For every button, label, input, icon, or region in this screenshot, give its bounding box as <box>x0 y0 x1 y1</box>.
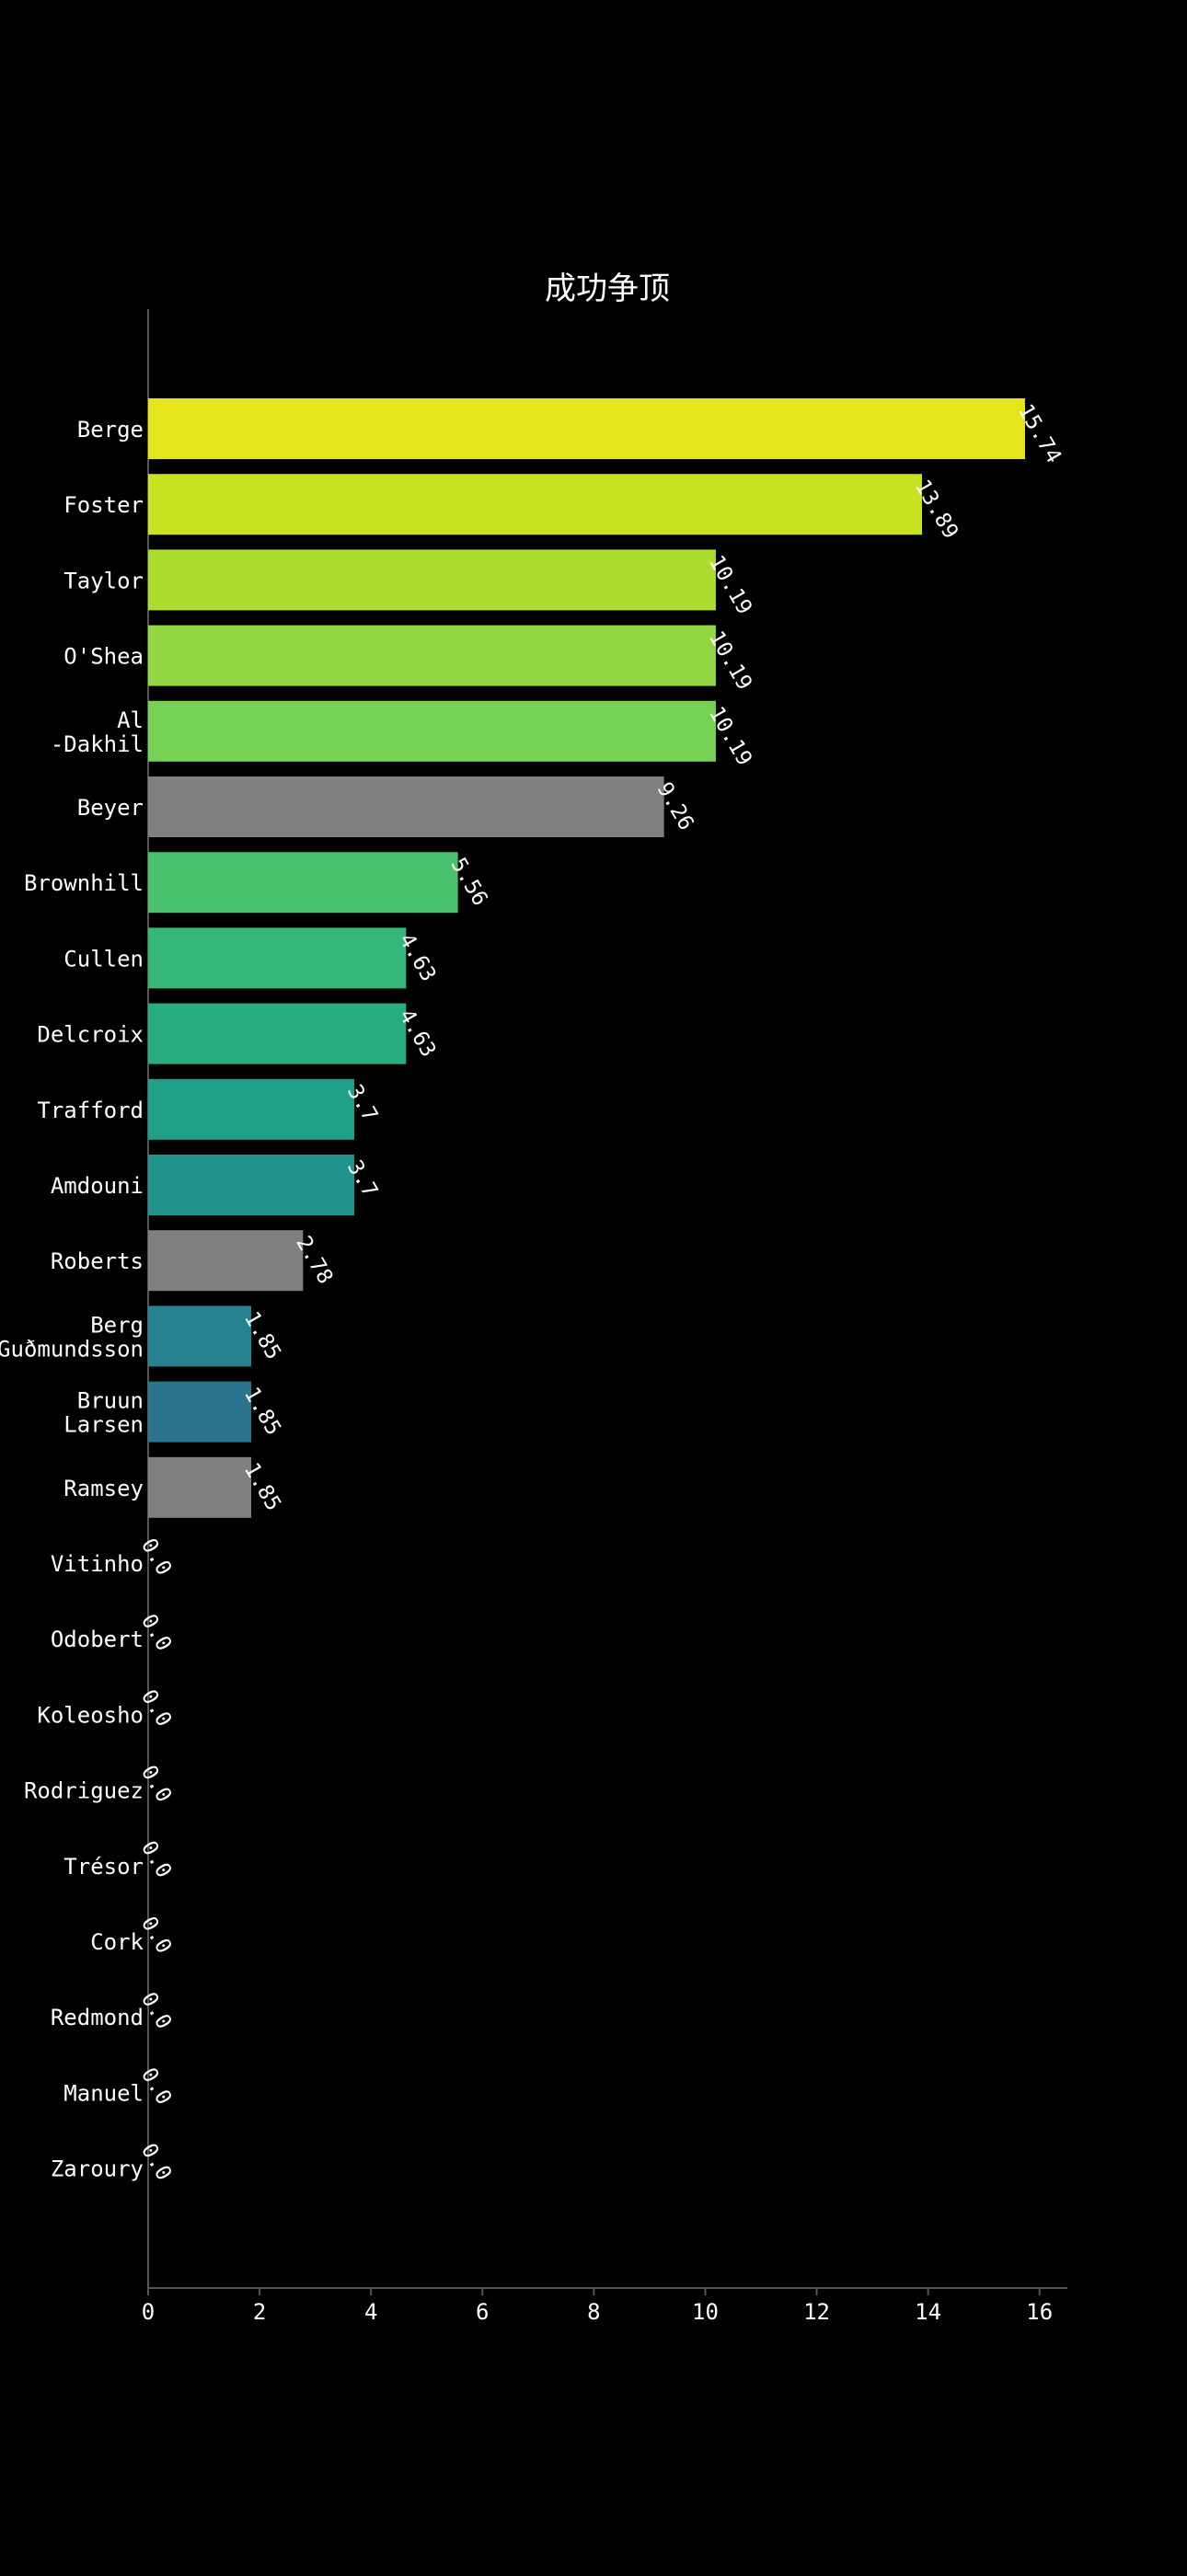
category-label: Beyer <box>77 795 144 821</box>
category-label: Redmond <box>51 2005 144 2030</box>
category-label: Koleosho <box>37 1702 144 1728</box>
bar <box>148 1155 355 1215</box>
bar <box>148 625 716 686</box>
category-label: Bruun Larsen <box>63 1388 144 1438</box>
category-label: Trafford <box>37 1098 144 1123</box>
bar <box>148 776 664 837</box>
bar <box>148 474 922 535</box>
bar <box>148 700 716 762</box>
category-label: Berge <box>77 417 144 443</box>
category-label: Vitinho <box>51 1551 144 1577</box>
bar <box>148 398 1025 459</box>
category-label: Taylor <box>63 568 144 593</box>
category-label: Al -Dakhil <box>51 707 144 757</box>
x-tick-label: 8 <box>587 2299 600 2325</box>
x-tick-label: 16 <box>1026 2299 1053 2325</box>
category-label: Zaroury <box>51 2156 144 2182</box>
bar <box>148 1305 252 1367</box>
x-tick-label: 10 <box>692 2299 719 2325</box>
bar <box>148 927 407 989</box>
bar <box>148 1456 252 1518</box>
category-label: O'Shea <box>63 644 144 670</box>
x-tick-label: 2 <box>253 2299 266 2325</box>
chart-title: 成功争顶 <box>545 270 670 307</box>
category-label: Amdouni <box>51 1173 144 1199</box>
category-label: Odobert <box>51 1627 144 1652</box>
x-tick-label: 12 <box>803 2299 830 2325</box>
x-tick-label: 4 <box>364 2299 377 2325</box>
category-label: Cork <box>90 1929 144 1955</box>
category-label: Foster <box>63 492 144 518</box>
category-label: Manuel <box>63 2080 144 2106</box>
bar <box>148 1078 355 1140</box>
x-tick-label: 14 <box>915 2299 941 2325</box>
bar <box>148 1003 407 1064</box>
category-label: Ramsey <box>63 1476 144 1501</box>
category-label: Rodriguez <box>24 1778 144 1804</box>
bar <box>148 1381 252 1443</box>
category-label: Brownhill <box>24 870 144 896</box>
category-label: Berg Guðmundsson <box>0 1312 144 1362</box>
x-tick-label: 6 <box>476 2299 489 2325</box>
category-label: Cullen <box>63 946 144 972</box>
x-tick-label: 0 <box>142 2299 155 2325</box>
category-label: Trésor <box>63 1854 144 1880</box>
category-label: Delcroix <box>37 1022 144 1048</box>
bar <box>148 852 458 914</box>
category-label: Roberts <box>51 1248 144 1274</box>
bar <box>148 1230 304 1292</box>
bar <box>148 549 716 611</box>
